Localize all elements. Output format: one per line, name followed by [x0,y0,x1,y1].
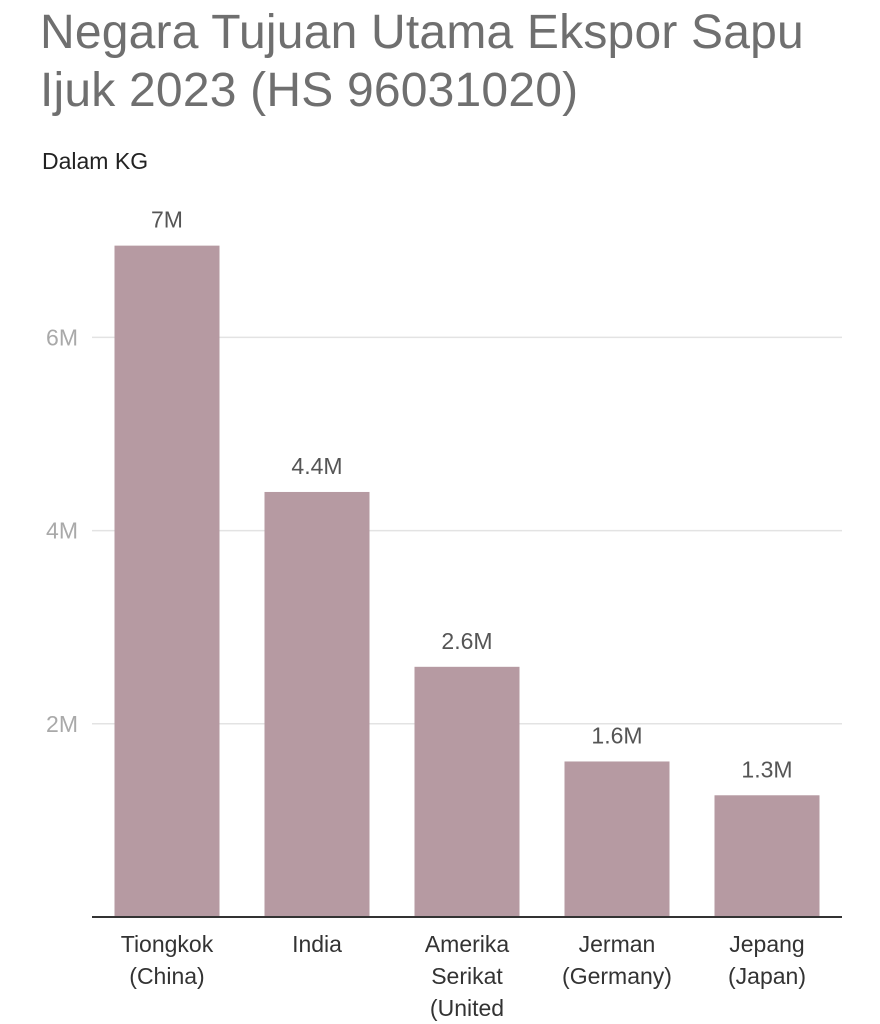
bars [114,245,820,917]
category-label: Serikat [431,963,503,989]
value-label: 1.6M [591,722,642,748]
chart-subtitle: Dalam KG [42,148,149,174]
y-tick-label: 4M [46,518,78,544]
value-label: 1.3M [741,756,792,782]
category-label: Jepang [729,931,804,957]
bar [564,761,670,917]
value-label: 7M [151,207,183,233]
y-tick-label: 2M [46,711,78,737]
value-label: 2.6M [441,628,492,654]
labels: 2M 4M 6M 7M Tiongkok (China) 4.4M India 2.6M Amer… [46,207,842,1021]
value-label: 4.4M [291,453,342,479]
bar [714,795,820,917]
category-label: (Japan) [728,963,806,989]
category-label: (China) [129,963,204,989]
y-tick-label: 6M [46,324,78,350]
category-label: India [292,931,342,957]
category-label: Amerika [425,931,510,957]
bar [414,666,520,917]
chart-title: Negara Tujuan Utama Ekspor Sapu Ijuk 202… [40,6,804,117]
bar [264,491,370,917]
category-label: (United [430,995,504,1021]
bar [114,245,220,917]
category-label: (Germany) [562,963,672,989]
category-label: Tiongkok [121,931,214,957]
category-label: Jerman [579,931,656,957]
